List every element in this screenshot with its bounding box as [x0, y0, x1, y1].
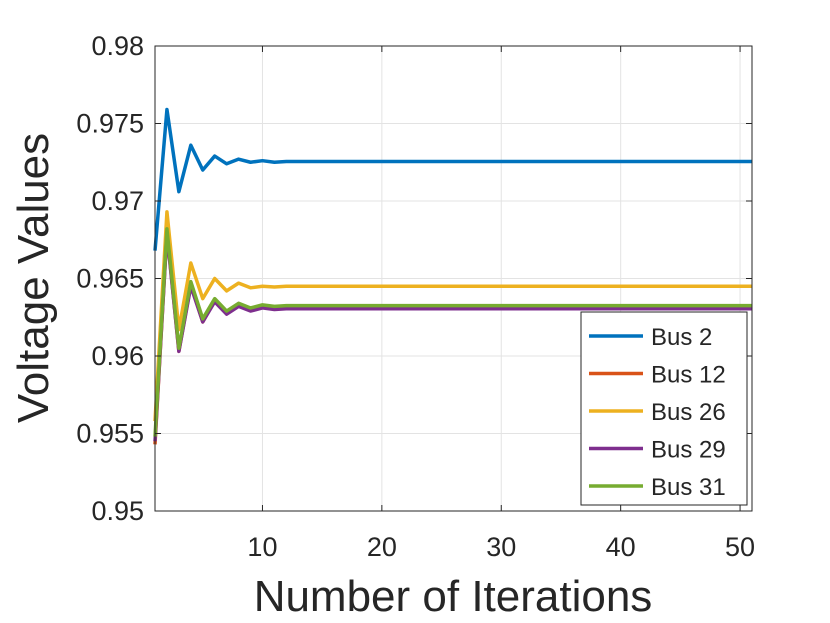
x-tick-labels: 10 20 30 40 50 — [247, 532, 755, 562]
y-tick-labels: 0.95 0.955 0.96 0.965 0.97 0.975 0.98 — [76, 31, 144, 526]
series-line-bus-26 — [153, 210, 752, 422]
legend-label: Bus 12 — [651, 362, 726, 389]
legend-box — [580, 311, 748, 506]
x-tick-label: 30 — [486, 532, 516, 562]
legend-label: Bus 26 — [651, 399, 726, 426]
y-tick-label: 0.955 — [76, 419, 144, 449]
legend: Bus 2 Bus 12 Bus 26 Bus 29 Bus 31 — [580, 311, 748, 506]
legend-label: Bus 29 — [651, 437, 726, 464]
x-axis-label: Number of Iterations — [254, 572, 653, 621]
y-tick-label: 0.98 — [91, 31, 144, 61]
y-tick-label: 0.95 — [91, 496, 144, 526]
series-line-bus-29 — [153, 231, 752, 442]
grid-lines — [155, 45, 752, 512]
x-tick-label: 20 — [367, 532, 397, 562]
y-tick-label: 0.97 — [91, 186, 144, 216]
y-tick-label: 0.965 — [76, 264, 144, 294]
y-tick-label: 0.975 — [76, 109, 144, 139]
legend-label: Bus 2 — [651, 324, 712, 351]
series-line-bus-31 — [153, 227, 752, 437]
x-tick-label: 10 — [247, 532, 277, 562]
series-line-bus-2 — [153, 107, 752, 251]
legend-label: Bus 31 — [651, 474, 726, 501]
series-layer — [153, 107, 752, 445]
y-axis-label: Voltage Values — [9, 133, 58, 423]
x-tick-label: 40 — [606, 532, 636, 562]
y-tick-label: 0.96 — [91, 341, 144, 371]
axis-ticks — [155, 45, 752, 512]
x-tick-label: 50 — [725, 532, 755, 562]
legend-items: Bus 2 Bus 12 Bus 26 Bus 29 Bus 31 — [589, 324, 726, 501]
